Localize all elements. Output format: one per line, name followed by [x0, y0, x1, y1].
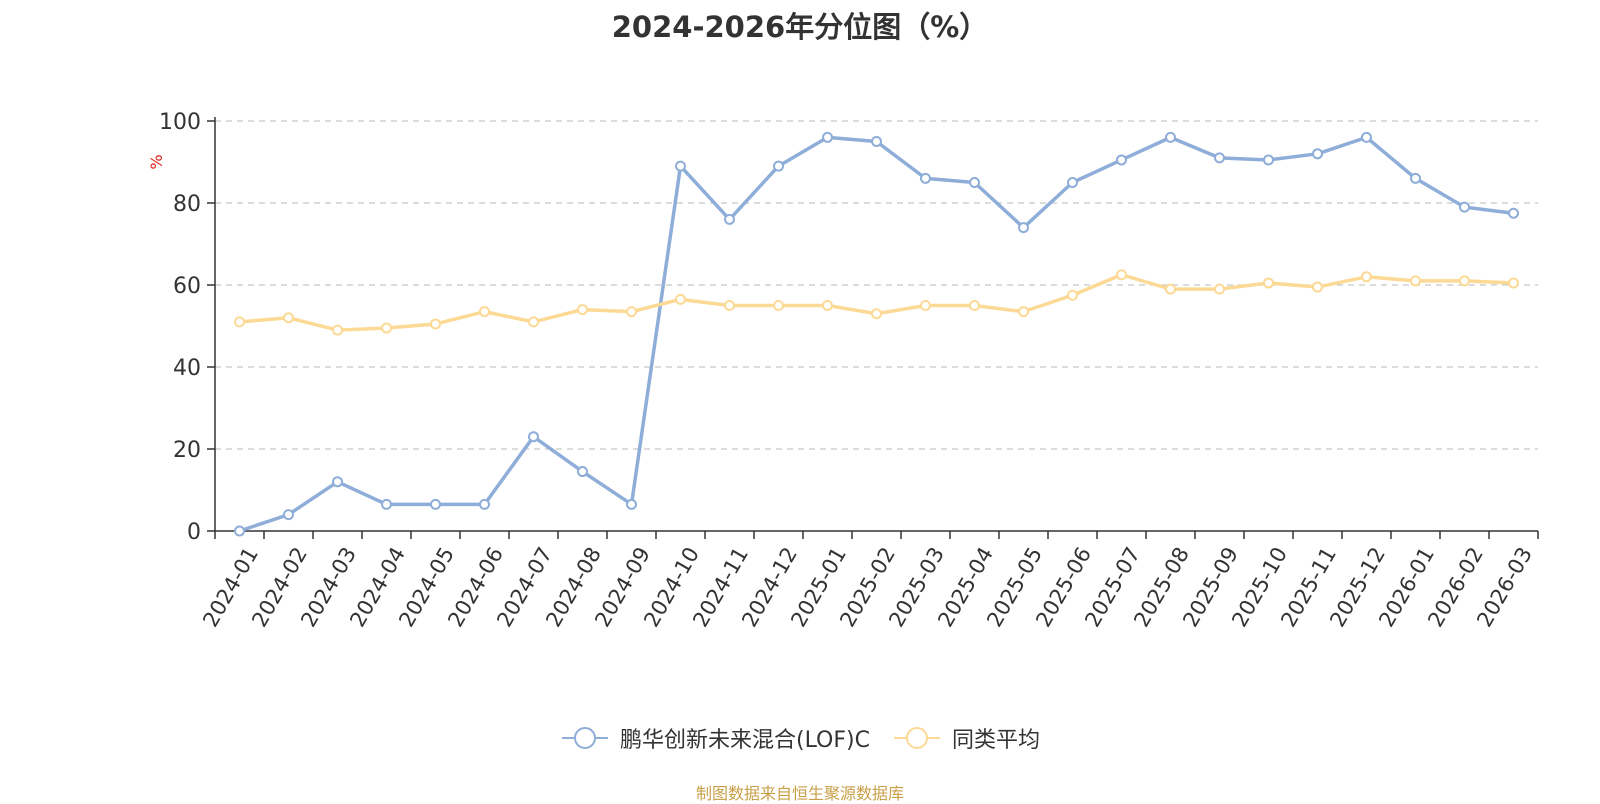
data-point: [1214, 283, 1225, 295]
data-point: [332, 476, 343, 488]
data-point: [1067, 177, 1078, 188]
legend-label-series-1: 鹏华创新未来混合(LOF)C: [620, 728, 870, 753]
data-point: [1067, 289, 1078, 301]
data-point: [871, 136, 882, 147]
legend-circle-icon: [562, 727, 608, 749]
data-point: [479, 498, 490, 510]
axes: [207, 117, 1539, 539]
data-point: [1361, 271, 1372, 283]
data-point: [969, 177, 980, 188]
data-point: [675, 293, 686, 305]
data-point: [332, 324, 343, 336]
data-point: [381, 322, 392, 334]
data-point: [871, 308, 882, 320]
data-point: [1312, 281, 1323, 293]
data-point: [1410, 275, 1421, 287]
data-point: [773, 160, 784, 172]
data-point: [1312, 148, 1323, 160]
data-point: [626, 306, 637, 318]
data-point: [724, 300, 735, 311]
data-point: [724, 213, 735, 225]
data-point: [1263, 154, 1274, 166]
series-line-1: [238, 135, 1514, 533]
y-tick-label: 80: [173, 192, 201, 217]
data-point: [1508, 207, 1519, 219]
series-lines: [234, 131, 1519, 537]
data-point: [1361, 131, 1372, 143]
data-point: [234, 525, 245, 537]
data-point: [1508, 277, 1519, 289]
y-tick-label: 100: [159, 110, 201, 135]
data-point: [1214, 152, 1225, 164]
data-point: [1116, 269, 1127, 281]
legend-label-series-2: 同类平均: [951, 728, 1040, 753]
data-point: [773, 300, 784, 311]
data-point: [1410, 172, 1421, 184]
data-point: [381, 498, 392, 510]
data-point: [577, 304, 588, 316]
source-note: 制图数据来自恒生聚源数据库: [695, 784, 904, 803]
data-point: [822, 131, 833, 143]
data-point: [234, 316, 245, 328]
data-point: [283, 312, 294, 324]
data-point: [1165, 131, 1176, 143]
data-point: [675, 160, 686, 172]
data-point: [1018, 306, 1029, 318]
legend: 鹏华创新未来混合(LOF)C 同类平均: [0, 722, 1600, 754]
y-tick-label: 60: [173, 274, 201, 299]
legend-item-series-1[interactable]: 鹏华创新未来混合(LOF)C: [560, 722, 870, 754]
y-axis-label: %: [147, 154, 166, 169]
data-point: [283, 509, 294, 521]
data-point: [528, 316, 539, 328]
data-point: [479, 306, 490, 318]
data-point: [969, 300, 980, 311]
data-point: [577, 466, 588, 478]
data-point: [1116, 154, 1127, 166]
data-point: [528, 431, 539, 443]
data-point: [1165, 283, 1176, 295]
gridlines: [215, 120, 1538, 450]
data-point: [1018, 222, 1029, 234]
y-tick-labels: 0 20 40 60 80 100: [159, 110, 201, 545]
chart-title: 2024-2026年分位图（%）: [611, 10, 989, 44]
y-tick-label: 0: [187, 520, 201, 545]
data-point: [920, 300, 931, 311]
data-point: [430, 318, 441, 330]
y-tick-label: 20: [173, 438, 201, 463]
data-point: [822, 300, 833, 311]
legend-item-series-2[interactable]: 同类平均: [892, 722, 1040, 754]
data-point: [1459, 201, 1470, 213]
data-point: [1263, 277, 1274, 289]
data-point: [430, 498, 441, 510]
legend-circle-icon: [893, 727, 940, 749]
data-point: [1459, 275, 1470, 287]
y-tick-label: 40: [173, 356, 201, 381]
x-tick-labels: 2024-012024-022024-032024-042024-052024-…: [198, 543, 1537, 631]
data-point: [920, 172, 931, 184]
data-point: [626, 498, 637, 510]
